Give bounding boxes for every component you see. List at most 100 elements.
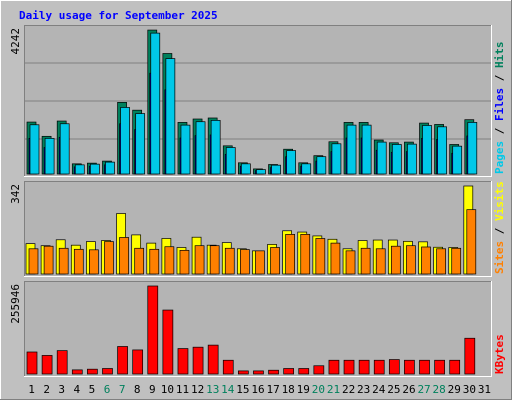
bar-pages-day-8 <box>135 113 146 175</box>
x-tick-label-day-26: 26 <box>402 383 415 396</box>
legend-hits: Hits <box>493 42 506 69</box>
bar-pages-day-11 <box>180 124 191 175</box>
bar-sites-day-23 <box>360 247 371 275</box>
bar-pages-day-13 <box>210 120 221 175</box>
bar-pages-day-9 <box>150 32 161 175</box>
bar-kbytes-day-12 <box>192 346 204 375</box>
x-tick-label-day-9: 9 <box>149 383 156 396</box>
x-tick-label-day-27: 27 <box>417 383 430 396</box>
bar-kbytes-day-2 <box>41 355 53 375</box>
legend-separator: / <box>493 121 506 141</box>
bar-kbytes-day-25 <box>388 359 400 375</box>
legend-files: Files <box>493 88 506 121</box>
x-tick-label-day-21: 21 <box>327 383 340 396</box>
bar-pages-day-18 <box>286 150 296 175</box>
x-tick-label-day-17: 17 <box>266 383 279 396</box>
bar-sites-day-6 <box>104 241 114 275</box>
bar-pages-day-1 <box>29 124 40 175</box>
bar-kbytes-day-17 <box>268 369 279 375</box>
bar-sites-day-26 <box>406 245 416 275</box>
bar-kbytes-day-15 <box>238 370 249 375</box>
x-tick-label-day-31: 31 <box>478 383 491 396</box>
y-max-label: 4242 <box>9 28 22 55</box>
bar-pages-day-27 <box>422 125 432 175</box>
bar-kbytes-day-26 <box>404 359 415 375</box>
x-tick-label-day-4: 4 <box>74 383 81 396</box>
x-tick-label-day-2: 2 <box>43 383 50 396</box>
bar-sites-day-28 <box>436 248 446 275</box>
bar-kbytes-day-9 <box>147 285 159 375</box>
bar-sites-day-19 <box>300 234 311 275</box>
bar-pages-day-3 <box>59 123 70 175</box>
legend-kbytes: KBytes <box>493 334 506 374</box>
bar-sites-day-8 <box>134 247 145 275</box>
x-tick-label-day-18: 18 <box>282 383 295 396</box>
x-tick-label-day-8: 8 <box>134 383 141 396</box>
x-tick-label-day-13: 13 <box>206 383 219 396</box>
legend-visits: Visits <box>493 181 506 221</box>
x-tick-label-day-12: 12 <box>191 383 204 396</box>
x-tick-label-day-25: 25 <box>387 383 400 396</box>
bar-pages-day-2 <box>44 138 55 175</box>
bar-sites-day-13 <box>209 245 220 275</box>
legend-pages: Pages <box>493 141 506 174</box>
bar-pages-day-20 <box>316 156 327 175</box>
chart-panel-2: 342 Sites / Visits <box>9 181 506 277</box>
bar-sites-day-3 <box>58 247 69 275</box>
bar-kbytes-day-19 <box>298 368 310 375</box>
bar-pages-day-7 <box>120 107 130 175</box>
bar-kbytes-day-8 <box>132 349 144 375</box>
bar-pages-day-25 <box>391 144 402 175</box>
bar-sites-day-1 <box>28 248 39 275</box>
bar-pages-day-16 <box>256 169 266 175</box>
bar-kbytes-day-29 <box>449 359 461 375</box>
bar-sites-day-30 <box>466 209 477 275</box>
chart-panel-3: 255946 KBytes <box>9 281 506 377</box>
bar-sites-day-21 <box>330 242 341 275</box>
bar-sites-day-14 <box>224 247 235 275</box>
bar-pages-day-6 <box>105 161 115 175</box>
x-tick-label-day-29: 29 <box>448 383 461 396</box>
legend-separator: / <box>493 68 506 88</box>
bar-sites-day-2 <box>43 245 54 275</box>
x-tick-label-day-6: 6 <box>104 383 111 396</box>
bar-kbytes-day-3 <box>56 350 68 375</box>
legend-panel-3: KBytes <box>493 334 506 374</box>
legend-panel-2: Sites / Visits <box>493 181 506 274</box>
bar-pages-day-30 <box>467 122 478 175</box>
bar-kbytes-day-27 <box>419 359 430 375</box>
bar-kbytes-day-1 <box>26 351 38 375</box>
bar-kbytes-day-23 <box>358 359 370 375</box>
bar-sites-day-11 <box>179 249 190 275</box>
bar-kbytes-day-22 <box>343 359 355 375</box>
bar-pages-day-14 <box>225 147 236 175</box>
bar-sites-day-25 <box>390 245 401 275</box>
bar-kbytes-day-16 <box>253 370 264 375</box>
bar-kbytes-day-18 <box>283 368 294 375</box>
y-max-label: 255946 <box>9 284 22 324</box>
bar-sites-day-29 <box>451 247 462 275</box>
bar-pages-day-15 <box>241 163 251 175</box>
bar-sites-day-12 <box>194 245 205 275</box>
bar-sites-day-4 <box>73 248 84 275</box>
bar-pages-day-22 <box>346 124 357 175</box>
bar-pages-day-17 <box>271 164 281 175</box>
bar-sites-day-7 <box>119 237 129 275</box>
bar-sites-day-18 <box>285 234 295 275</box>
x-tick-label-day-30: 30 <box>463 383 476 396</box>
bar-pages-day-4 <box>74 164 85 175</box>
bar-pages-day-24 <box>376 141 387 175</box>
x-tick-label-day-7: 7 <box>119 383 126 396</box>
bar-kbytes-day-24 <box>373 359 385 375</box>
bar-kbytes-day-10 <box>162 309 174 375</box>
bar-pages-day-26 <box>407 143 417 175</box>
legend-panel-1: Pages / Files / Hits <box>493 42 506 175</box>
legend-separator: / <box>493 221 506 241</box>
bar-sites-day-22 <box>345 250 356 275</box>
bar-kbytes-day-13 <box>207 344 219 375</box>
bar-kbytes-day-11 <box>177 348 189 375</box>
x-tick-label-day-23: 23 <box>357 383 370 396</box>
bar-pages-day-19 <box>301 163 312 175</box>
x-tick-label-day-11: 11 <box>176 383 189 396</box>
